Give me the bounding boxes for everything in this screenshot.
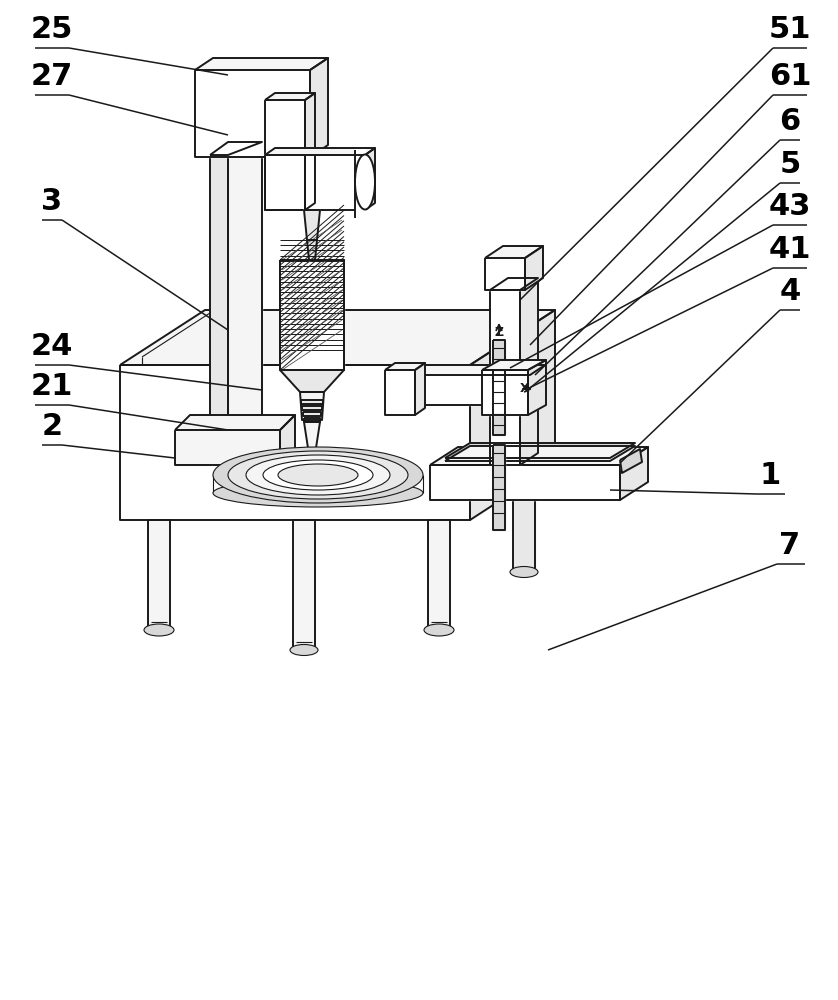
- Polygon shape: [470, 310, 555, 520]
- Polygon shape: [280, 370, 344, 392]
- Polygon shape: [365, 148, 375, 210]
- Polygon shape: [430, 465, 620, 500]
- Text: 2: 2: [41, 412, 63, 441]
- Text: 25: 25: [31, 15, 73, 44]
- Polygon shape: [415, 363, 425, 415]
- Text: 24: 24: [31, 332, 73, 361]
- Polygon shape: [445, 443, 635, 458]
- Polygon shape: [310, 58, 328, 157]
- Polygon shape: [493, 445, 505, 530]
- Text: 21: 21: [31, 372, 73, 401]
- Polygon shape: [148, 520, 170, 630]
- Polygon shape: [303, 412, 321, 416]
- Polygon shape: [265, 148, 375, 155]
- Text: 3: 3: [41, 187, 63, 216]
- Polygon shape: [120, 365, 470, 520]
- Polygon shape: [525, 246, 543, 290]
- Polygon shape: [385, 370, 415, 415]
- Polygon shape: [304, 418, 320, 422]
- Polygon shape: [390, 365, 545, 375]
- Polygon shape: [300, 392, 324, 420]
- Polygon shape: [620, 447, 648, 500]
- Polygon shape: [280, 260, 344, 370]
- Polygon shape: [430, 447, 648, 465]
- Polygon shape: [228, 142, 262, 430]
- Polygon shape: [308, 448, 316, 465]
- Text: 4: 4: [779, 277, 800, 306]
- Polygon shape: [280, 415, 295, 465]
- Polygon shape: [520, 278, 538, 465]
- Polygon shape: [175, 415, 295, 430]
- Polygon shape: [385, 363, 425, 370]
- Ellipse shape: [246, 455, 390, 495]
- Polygon shape: [305, 93, 315, 210]
- Polygon shape: [195, 70, 310, 157]
- Text: X: X: [520, 382, 530, 395]
- Polygon shape: [490, 278, 538, 290]
- Polygon shape: [390, 375, 530, 405]
- Text: 1: 1: [759, 461, 781, 490]
- Ellipse shape: [424, 624, 454, 636]
- Ellipse shape: [263, 460, 373, 490]
- Polygon shape: [265, 155, 365, 210]
- Polygon shape: [493, 340, 505, 435]
- Text: 7: 7: [779, 531, 800, 560]
- Ellipse shape: [228, 451, 408, 499]
- Polygon shape: [302, 406, 322, 410]
- Polygon shape: [175, 430, 280, 465]
- Text: 6: 6: [779, 107, 800, 136]
- Ellipse shape: [213, 479, 423, 507]
- Polygon shape: [490, 290, 520, 465]
- Polygon shape: [428, 520, 450, 630]
- Ellipse shape: [213, 447, 423, 503]
- Text: 43: 43: [768, 192, 811, 221]
- Ellipse shape: [290, 645, 318, 656]
- Text: 5: 5: [779, 150, 800, 179]
- Polygon shape: [355, 145, 365, 220]
- Ellipse shape: [510, 566, 538, 578]
- Polygon shape: [485, 258, 525, 290]
- Ellipse shape: [278, 464, 358, 486]
- Text: 27: 27: [31, 62, 73, 91]
- Polygon shape: [265, 100, 305, 210]
- Polygon shape: [528, 360, 546, 415]
- Text: Z: Z: [494, 326, 504, 338]
- Polygon shape: [195, 58, 328, 70]
- Text: 51: 51: [768, 15, 811, 44]
- Polygon shape: [482, 370, 528, 415]
- Polygon shape: [265, 93, 315, 100]
- Polygon shape: [304, 422, 320, 448]
- Polygon shape: [210, 142, 262, 155]
- Polygon shape: [210, 155, 228, 430]
- Polygon shape: [620, 449, 642, 473]
- Polygon shape: [293, 520, 315, 650]
- Polygon shape: [513, 462, 535, 572]
- Text: 61: 61: [768, 62, 811, 91]
- Polygon shape: [307, 240, 317, 260]
- Polygon shape: [304, 210, 320, 240]
- Polygon shape: [120, 310, 555, 365]
- Polygon shape: [445, 446, 635, 461]
- Text: 41: 41: [768, 235, 811, 264]
- Polygon shape: [301, 400, 323, 404]
- Polygon shape: [530, 365, 545, 405]
- Ellipse shape: [355, 154, 375, 210]
- Polygon shape: [482, 360, 546, 370]
- Polygon shape: [485, 246, 543, 258]
- Ellipse shape: [144, 624, 174, 636]
